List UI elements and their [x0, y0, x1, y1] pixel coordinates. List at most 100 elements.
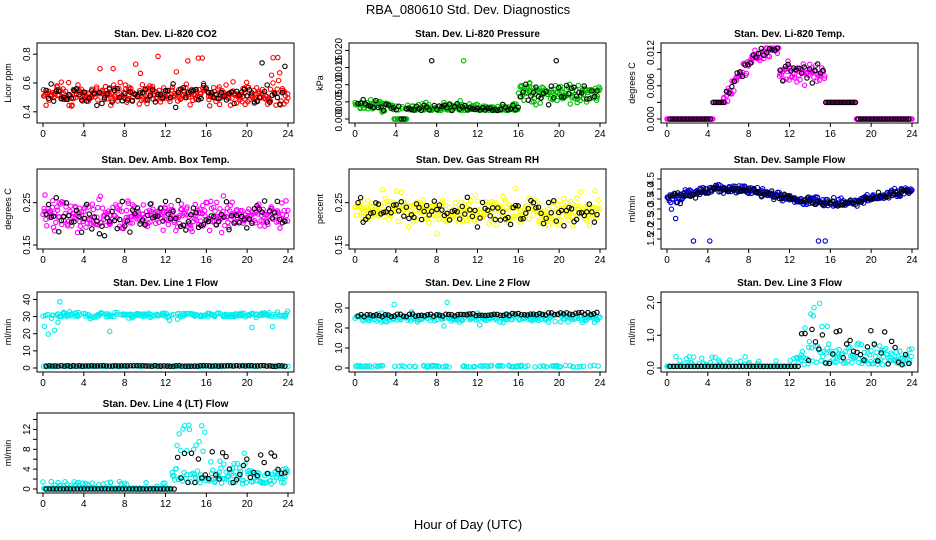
data-point	[87, 315, 94, 322]
reference-point	[237, 471, 243, 478]
reference-point	[117, 94, 123, 101]
data-point	[477, 206, 483, 212]
data-point	[189, 228, 195, 235]
reference-point	[67, 363, 74, 369]
reference-point	[670, 363, 677, 370]
reference-point	[507, 221, 514, 228]
reference-point	[517, 93, 524, 100]
reference-point	[434, 206, 440, 213]
data-point	[139, 81, 146, 88]
reference-point	[53, 195, 59, 201]
reference-point	[554, 311, 561, 318]
reference-point	[212, 472, 219, 478]
data-point	[570, 223, 576, 229]
y-tick-label: 2.5	[646, 212, 657, 226]
reference-point	[439, 207, 445, 213]
reference-point	[94, 102, 100, 109]
data-point	[805, 344, 812, 351]
reference-point	[81, 215, 87, 222]
y-axis-label: degrees C	[3, 188, 13, 230]
x-tick-label: 4	[81, 129, 87, 140]
reference-point	[97, 363, 104, 369]
data-point	[178, 206, 185, 212]
reference-point	[903, 116, 910, 122]
reference-point	[543, 215, 549, 222]
reference-point	[796, 65, 802, 71]
reference-point	[690, 191, 696, 197]
reference-point	[106, 218, 113, 225]
x-tick-label: 0	[352, 378, 358, 389]
reference-point	[275, 466, 281, 473]
reference-point	[114, 225, 120, 232]
data-point	[831, 359, 837, 365]
reference-point	[698, 363, 704, 370]
reference-points	[355, 57, 600, 122]
data-point	[407, 204, 413, 210]
data-point	[370, 211, 377, 218]
data-point	[217, 458, 223, 465]
reference-point	[370, 104, 377, 111]
reference-point	[431, 198, 438, 204]
reference-point	[788, 68, 794, 74]
reference-point	[73, 207, 80, 214]
data-point	[548, 86, 555, 93]
y-tick-label: 0.25	[22, 192, 33, 212]
data-point	[285, 207, 291, 214]
data-point	[801, 82, 808, 89]
data-point	[216, 215, 222, 222]
reference-point	[109, 208, 115, 215]
data-point	[110, 65, 116, 72]
reference-point	[126, 486, 132, 492]
reference-point	[527, 311, 534, 317]
data-point	[537, 220, 544, 227]
data-point	[220, 193, 227, 199]
reference-point	[155, 213, 161, 219]
reference-point	[398, 199, 405, 205]
reference-point	[205, 218, 212, 225]
reference-point	[223, 199, 230, 205]
y-tick-label: 0.010	[334, 72, 345, 97]
reference-point	[208, 213, 214, 219]
reference-point	[77, 486, 84, 492]
data-point	[198, 423, 205, 429]
data-point	[185, 58, 191, 64]
panel-title: Stan. Dev. Amb. Box Temp.	[101, 155, 229, 166]
reference-point	[476, 312, 482, 318]
reference-point	[411, 107, 417, 113]
data-point	[595, 363, 601, 369]
reference-point	[591, 310, 597, 317]
reference-point	[119, 198, 126, 205]
reference-point	[712, 363, 718, 370]
reference-point	[64, 486, 70, 492]
reference-point	[677, 363, 684, 370]
data-point	[40, 86, 47, 93]
reference-point	[147, 486, 153, 492]
reference-point	[446, 311, 452, 318]
y-tick-label: 0	[22, 486, 33, 492]
x-tick-label: 16	[513, 129, 525, 140]
data-point	[214, 199, 220, 206]
data-point	[580, 95, 586, 102]
reference-point	[586, 96, 593, 102]
reference-point	[753, 54, 759, 60]
reference-point	[418, 107, 425, 114]
data-point	[183, 84, 189, 91]
reference-point	[68, 219, 75, 225]
reference-point	[373, 97, 379, 104]
data-point	[443, 363, 449, 369]
reference-point	[715, 99, 722, 106]
data-point	[78, 209, 85, 215]
reference-point	[484, 207, 491, 213]
reference-point	[814, 61, 821, 67]
reference-point	[819, 332, 826, 338]
reference-point	[192, 479, 198, 486]
data-point	[171, 477, 178, 483]
reference-point	[578, 90, 585, 96]
reference-point	[558, 94, 565, 100]
reference-point	[416, 204, 422, 211]
reference-point	[586, 201, 593, 207]
data-point	[526, 216, 532, 223]
y-tick-label: 4	[22, 466, 33, 472]
data-point	[206, 227, 213, 234]
reference-point	[112, 486, 119, 492]
